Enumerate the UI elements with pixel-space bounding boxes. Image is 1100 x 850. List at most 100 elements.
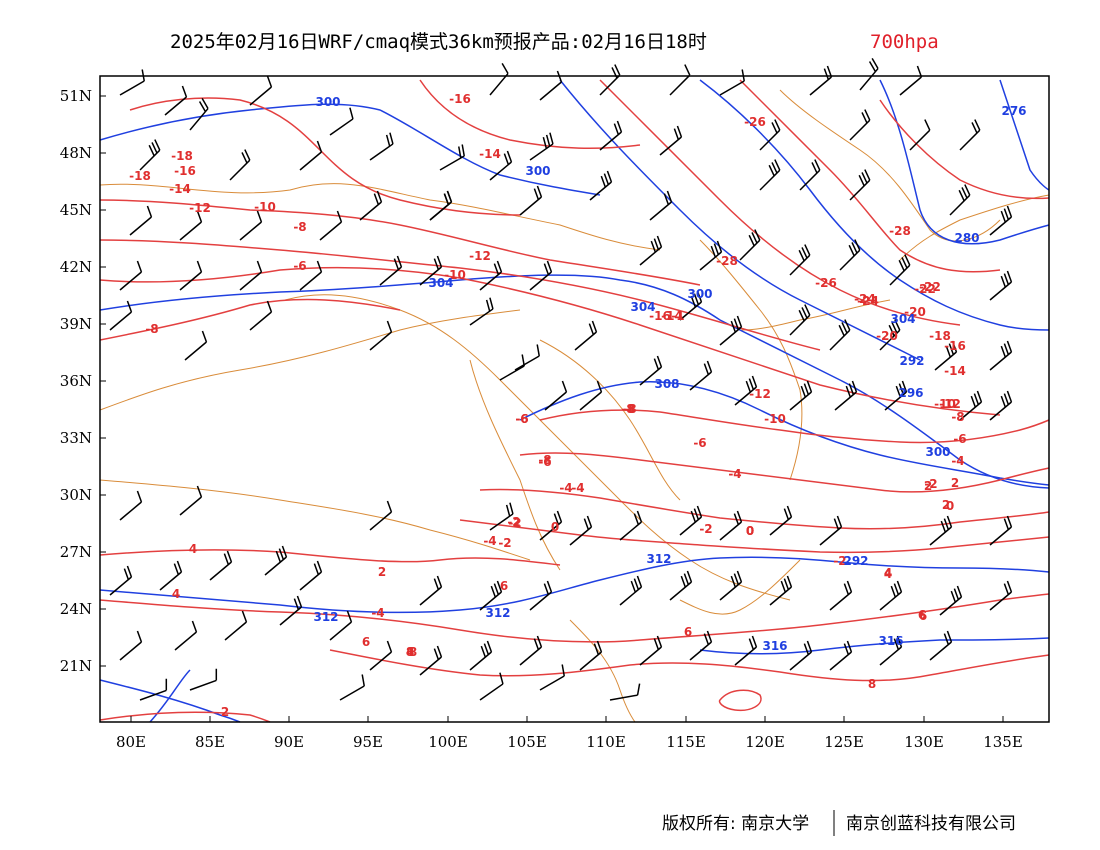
- wind-barb: [849, 169, 871, 201]
- temperature-label: -28: [889, 224, 911, 238]
- wind-barb: [249, 75, 273, 106]
- wind-barb: [959, 390, 983, 421]
- temperature-label: 8: [406, 645, 414, 659]
- lon-tick-label: 85E: [195, 733, 225, 751]
- temperature-label: 8: [868, 677, 876, 691]
- temperature-label: -2: [508, 516, 521, 530]
- height-label: 300: [925, 445, 950, 459]
- lon-tick-label: 135E: [983, 733, 1023, 751]
- temperature-label: -12: [189, 201, 211, 215]
- wind-barb: [129, 205, 153, 236]
- wind-barb: [719, 315, 743, 346]
- temperature-label: 2: [924, 479, 932, 493]
- temperature-label: -10: [254, 200, 276, 214]
- wind-barb: [789, 244, 811, 276]
- temperature-label: -12: [469, 249, 491, 263]
- height-label: 292: [899, 354, 924, 368]
- temperature-label: -14: [169, 182, 191, 196]
- wind-barb: [489, 63, 509, 96]
- height-label: 300: [687, 287, 712, 301]
- wind-barb: [544, 380, 568, 411]
- wind-barb: [879, 319, 901, 351]
- wind-barb: [719, 570, 743, 601]
- wind-barb: [369, 132, 394, 161]
- wind-barb: [119, 69, 145, 96]
- wind-barb: [834, 380, 858, 411]
- wind-barb: [419, 255, 443, 286]
- temperature-label: 0: [946, 499, 954, 513]
- temperature-label: 8: [409, 645, 417, 659]
- longitude-axis: 80E 85E 90E 95E 100E 105E 110E 115E 120E 125E 130E…: [116, 716, 1023, 751]
- wind-barb: [264, 545, 288, 576]
- temperature-label: -12: [749, 387, 771, 401]
- lat-tick-label: 39N: [60, 315, 92, 333]
- wind-barb: [929, 630, 953, 661]
- temperature-label: 6: [362, 635, 370, 649]
- wind-barb: [539, 664, 565, 691]
- wind-barb: [639, 235, 663, 266]
- wind-barb: [689, 360, 713, 391]
- wind-barb: [189, 668, 218, 691]
- wind-barb: [989, 270, 1013, 301]
- temperature-label: 0: [551, 520, 559, 534]
- wind-barb: [639, 355, 663, 386]
- temperature-label: -28: [716, 254, 738, 268]
- wind-barb: [209, 550, 233, 581]
- temperature-label: -6: [953, 432, 966, 446]
- wind-barb: [734, 375, 758, 406]
- wind-barb: [179, 260, 203, 291]
- wind-barb: [369, 320, 393, 351]
- lon-tick-label: 125E: [824, 733, 864, 751]
- wind-barb: [369, 640, 393, 671]
- temperature-label: 4: [884, 567, 892, 581]
- lon-tick-label: 80E: [116, 733, 146, 751]
- wind-barb: [799, 159, 821, 191]
- temperature-label: -16: [449, 92, 471, 106]
- wind-barb: [679, 505, 703, 536]
- temperature-label: -4: [559, 481, 572, 495]
- wind-barb: [759, 159, 781, 191]
- temperature-label: -2: [833, 554, 846, 568]
- wind-barb: [839, 239, 861, 271]
- temperature-label: -18: [171, 149, 193, 163]
- wind-barb: [299, 560, 323, 591]
- wind-barb: [139, 139, 161, 171]
- wind-barb: [789, 304, 811, 336]
- wind-barb: [639, 635, 663, 666]
- wind-barb: [819, 515, 843, 546]
- temperature-label: -14: [944, 364, 966, 378]
- wind-barb: [379, 255, 403, 286]
- temperature-label: -4: [371, 606, 384, 620]
- map-title: 2025年02月16日WRF/cmaq模式36km预报产品:02月16日18时: [170, 31, 707, 53]
- temperature-label: -24: [857, 294, 879, 308]
- wind-barb: [189, 98, 209, 131]
- wind-barb: [184, 330, 208, 361]
- wind-barb: [574, 320, 598, 351]
- wind-barb: [879, 580, 903, 611]
- height-label: 312: [485, 606, 510, 620]
- wind-barb: [809, 65, 833, 96]
- wind-barb: [719, 510, 743, 541]
- temperature-label: -26: [815, 276, 837, 290]
- wind-barb: [909, 119, 931, 151]
- wind-barb: [119, 490, 143, 521]
- wind-barb: [759, 119, 781, 151]
- wind-barb: [669, 64, 691, 96]
- lat-tick-label: 51N: [60, 87, 92, 105]
- wind-barb: [164, 85, 188, 116]
- wind-barb: [649, 190, 673, 221]
- temperature-label: 2: [942, 498, 950, 512]
- temperature-label: -24: [854, 292, 876, 306]
- temperature-label: -20: [876, 329, 898, 343]
- temperature-label: -2: [699, 522, 712, 536]
- temperature-label: 0: [746, 524, 754, 538]
- wind-barb: [329, 107, 354, 136]
- lon-tick-label: 130E: [904, 733, 944, 751]
- height-label: 300: [525, 164, 550, 178]
- wind-barb: [669, 570, 693, 601]
- wind-barb: [859, 58, 879, 91]
- wind-barb: [179, 210, 203, 241]
- wind-barb: [529, 260, 553, 291]
- temperature-label: 4: [884, 566, 892, 580]
